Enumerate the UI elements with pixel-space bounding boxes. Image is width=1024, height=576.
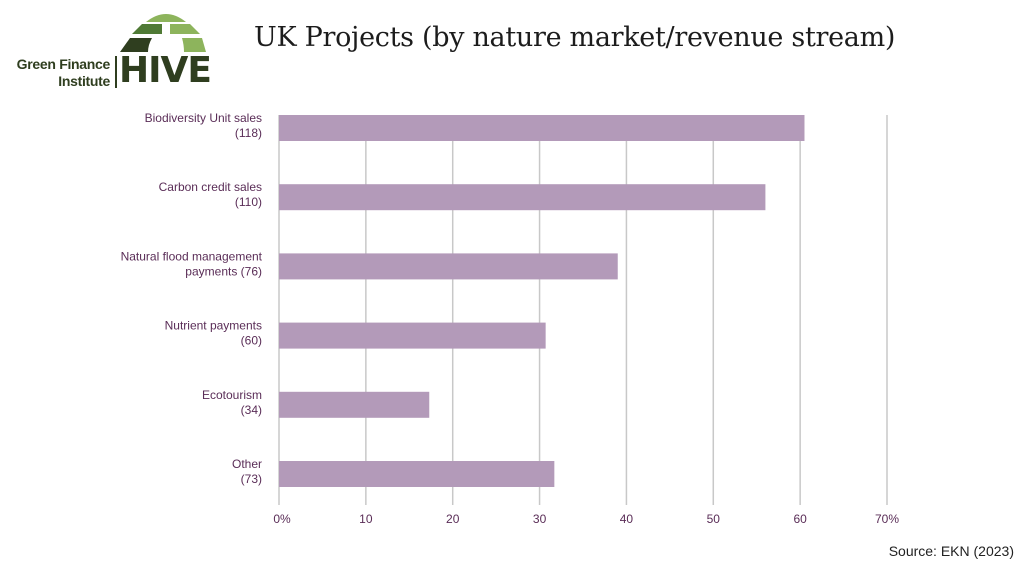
- logo-line-1: Green Finance: [16, 56, 111, 72]
- x-tick-label: 50: [707, 512, 721, 526]
- logo-line-2: Institute: [58, 73, 110, 89]
- bar: [279, 184, 766, 211]
- bar: [279, 461, 555, 487]
- logo-wordmark: HIVE: [119, 50, 212, 91]
- bar: [279, 322, 546, 349]
- hive-dome-icon: [120, 14, 206, 52]
- green-finance-hive-logo: Green Finance Institute HIVE: [12, 12, 212, 92]
- chart-title: UK Projects (by nature market/revenue st…: [254, 22, 896, 53]
- x-tick-label: 70%: [875, 512, 899, 526]
- category-label: Other (73): [232, 457, 262, 486]
- x-tick-label: 40: [620, 512, 634, 526]
- bar: [279, 115, 805, 141]
- bar: [279, 391, 430, 418]
- source-note: Source: EKN (2023): [888, 543, 1014, 559]
- logo-text: Green Finance Institute: [12, 56, 111, 90]
- x-tick-label: 0%: [273, 512, 291, 526]
- x-tick-label: 10: [359, 512, 373, 526]
- logo-divider: [115, 56, 117, 88]
- category-label: Nutrient payments (60): [165, 319, 262, 348]
- x-tick-label: 60: [793, 512, 807, 526]
- category-label: Biodiversity Unit sales (118): [145, 111, 262, 140]
- x-tick-label: 30: [533, 512, 547, 526]
- x-tick-label: 20: [446, 512, 460, 526]
- bar: [279, 253, 618, 280]
- category-label: Carbon credit sales (110): [159, 180, 262, 209]
- category-label: Natural flood management payments (76): [121, 249, 263, 278]
- category-label: Ecotourism (34): [202, 388, 262, 417]
